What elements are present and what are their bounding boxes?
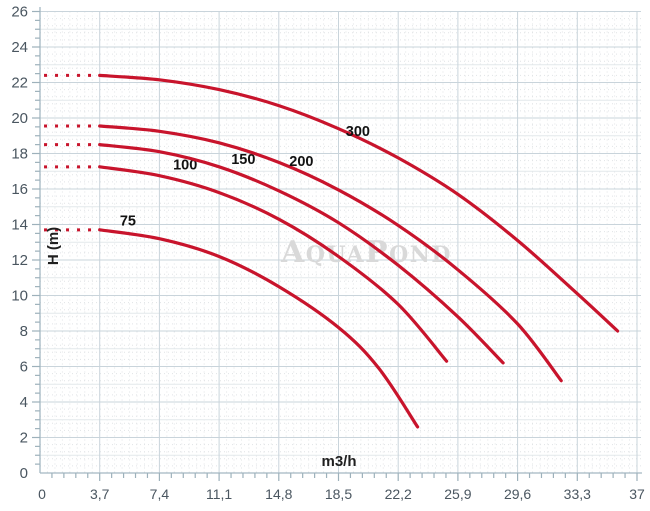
curve-label-200: 200 <box>289 154 313 170</box>
y-tick-label: 16 <box>11 181 28 198</box>
x-tick-label: 7,4 <box>150 486 170 502</box>
x-axis-title: m3/h <box>321 453 356 470</box>
y-tick-label: 26 <box>11 4 28 21</box>
watermark-text: AQUAPOND <box>280 235 452 270</box>
curve-100 <box>98 165 449 363</box>
y-tick-label: 0 <box>20 465 28 482</box>
x-tick-label: 29,6 <box>504 486 531 502</box>
curve-label-75: 75 <box>120 213 136 229</box>
y-tick-label: 24 <box>11 39 28 56</box>
y-tick-label: 10 <box>11 288 28 305</box>
y-tick-label: 4 <box>20 394 28 411</box>
y-axis-title: H (m) <box>45 227 62 265</box>
x-tick-label: 37 <box>629 486 645 502</box>
y-tick-label: 8 <box>20 323 28 340</box>
curve-label-100: 100 <box>173 157 197 173</box>
y-tick-label: 20 <box>11 110 28 127</box>
x-tick-label: 11,1 <box>206 486 232 502</box>
x-tick-label: 25,9 <box>444 486 471 502</box>
y-tick-label: 6 <box>20 359 28 376</box>
x-tick-label: 22,2 <box>385 486 412 502</box>
x-tick-label: 18,5 <box>325 486 352 502</box>
y-tick-label: 22 <box>11 75 28 92</box>
curve-75 <box>98 228 420 429</box>
y-tick-label: 12 <box>11 252 28 269</box>
y-tick-label: 2 <box>20 430 28 447</box>
x-tick-label: 3,7 <box>90 486 110 502</box>
curve-150 <box>98 143 505 365</box>
curve-200 <box>98 124 563 383</box>
curve-label-150: 150 <box>231 152 255 168</box>
x-tick-label: 33,3 <box>564 486 591 502</box>
x-tick-label: 0 <box>38 486 46 502</box>
curve-300 <box>98 73 620 333</box>
curve-label-300: 300 <box>346 124 370 140</box>
x-tick-label: 14,8 <box>265 486 292 502</box>
y-tick-label: 18 <box>11 146 28 163</box>
y-tick-label: 14 <box>11 217 28 234</box>
